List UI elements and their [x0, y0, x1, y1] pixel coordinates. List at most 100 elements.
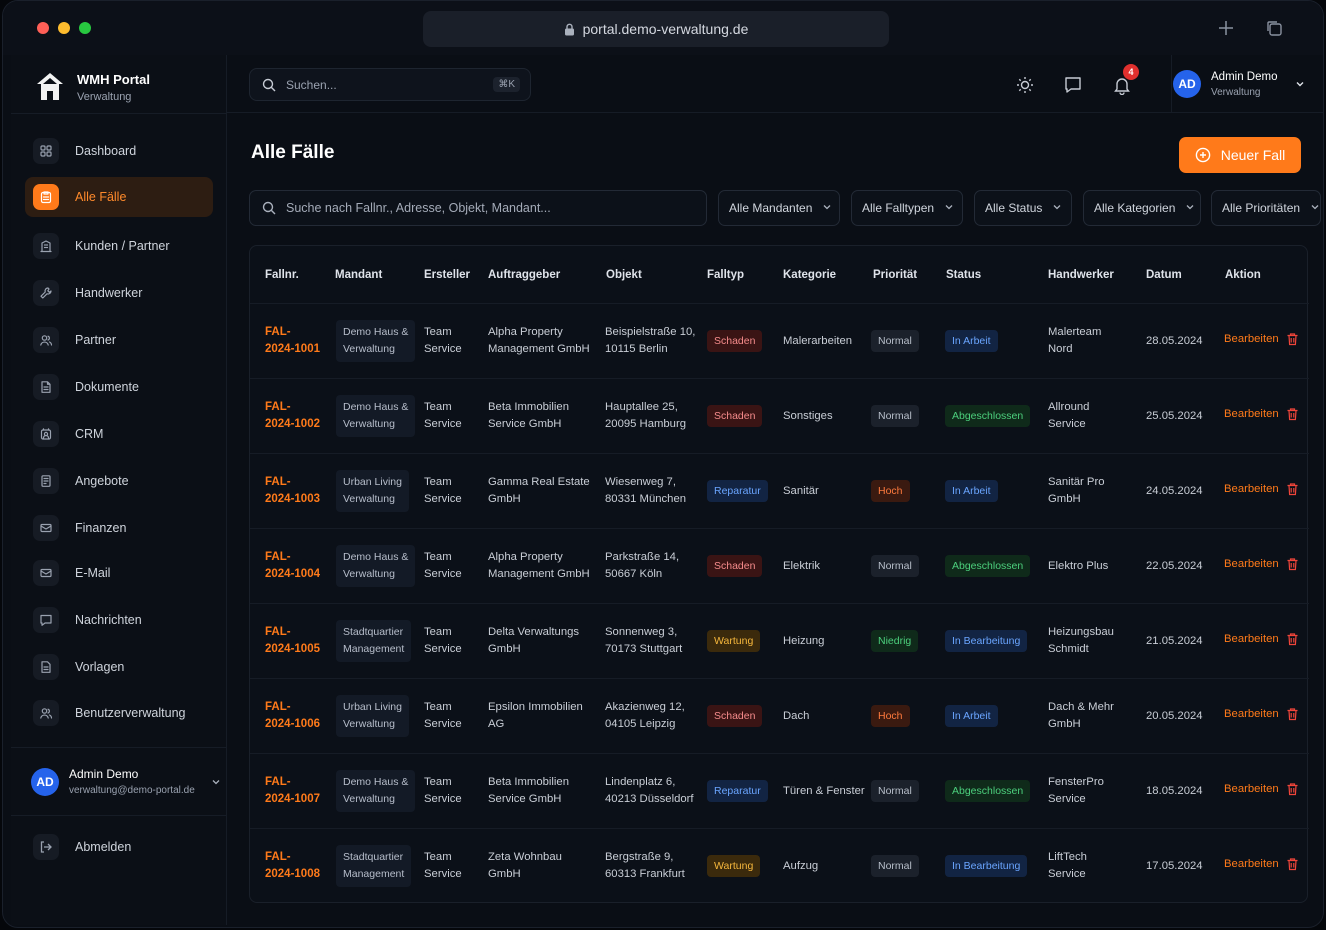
- sidebar-item-11[interactable]: Nachrichten: [25, 600, 213, 640]
- case-search-input[interactable]: Suche nach Fallnr., Adresse, Objekt, Man…: [249, 190, 707, 226]
- client-line2: Service GmbH: [488, 793, 562, 805]
- global-search-input[interactable]: Suchen... ⌘K: [249, 68, 531, 101]
- sidebar-user-email: verwaltung@demo-portal.de: [69, 785, 195, 796]
- edit-link[interactable]: Bearbeiten: [1224, 858, 1279, 870]
- message-icon: [33, 607, 59, 633]
- lock-icon: [564, 23, 574, 35]
- craftsman-line2: GmbH: [1048, 718, 1081, 730]
- creator-line1: Team: [424, 701, 452, 713]
- category: Heizung: [783, 635, 825, 647]
- divider: [11, 113, 227, 114]
- table-row: FAL- 2024-1007 Demo Haus & Verwaltung Team Se…: [250, 753, 1309, 828]
- tabs-overview-icon[interactable]: [1265, 19, 1283, 37]
- filter-dropdown-4[interactable]: Alle Kategorien: [1083, 190, 1201, 226]
- filter-dropdown-5[interactable]: Alle Prioritäten: [1211, 190, 1321, 226]
- property-line1: Hauptallee 25,: [605, 401, 678, 413]
- theme-toggle-icon[interactable]: [1015, 75, 1035, 95]
- new-case-button[interactable]: Neuer Fall: [1179, 137, 1301, 173]
- creator-line1: Team: [424, 401, 452, 413]
- user-name: Admin Demo: [1211, 70, 1278, 83]
- maximize-window-button[interactable]: [79, 22, 91, 34]
- sidebar-item-7[interactable]: CRM: [25, 414, 213, 454]
- sidebar-item-label: Angebote: [75, 474, 129, 488]
- trash-icon[interactable]: [1286, 782, 1299, 796]
- user-menu[interactable]: AD Admin Demo Verwaltung: [1173, 70, 1305, 98]
- date: 22.05.2024: [1146, 560, 1203, 572]
- filter-dropdown-2[interactable]: Alle Falltypen: [851, 190, 963, 226]
- mandant-tag: Stadtquartier Management: [336, 845, 412, 887]
- trash-icon[interactable]: [1286, 857, 1299, 871]
- edit-link[interactable]: Bearbeiten: [1224, 408, 1279, 420]
- craftsman: Dach & Mehr GmbH: [1048, 699, 1114, 733]
- client-line2: AG: [488, 718, 505, 730]
- minimize-window-button[interactable]: [58, 22, 70, 34]
- plus-circle-icon: [1195, 147, 1211, 163]
- sidebar-user[interactable]: AD Admin Demo verwaltung@demo-portal.de: [31, 767, 221, 796]
- sidebar-item-2[interactable]: Alle Fälle: [25, 177, 213, 217]
- sidebar-item-8[interactable]: Angebote: [25, 461, 213, 501]
- mandant-tag: Demo Haus & Verwaltung: [336, 320, 416, 362]
- category: Türen & Fenster: [783, 785, 865, 797]
- trash-icon[interactable]: [1286, 482, 1299, 496]
- edit-link[interactable]: Bearbeiten: [1224, 783, 1279, 795]
- mandant-line1: Demo Haus &: [343, 551, 409, 563]
- trash-icon[interactable]: [1286, 707, 1299, 721]
- property-line1: Lindenplatz 6,: [605, 776, 676, 788]
- mandant-tag: Stadtquartier Management: [336, 620, 412, 662]
- search-placeholder: Suchen...: [286, 77, 337, 92]
- address-bar[interactable]: portal.demo-verwaltung.de: [423, 11, 889, 47]
- edit-link[interactable]: Bearbeiten: [1224, 558, 1279, 570]
- trash-icon[interactable]: [1286, 332, 1299, 346]
- sidebar-item-4[interactable]: Handwerker: [25, 273, 213, 313]
- sidebar-item-9[interactable]: Finanzen: [25, 508, 213, 548]
- mandant-line1: Urban Living: [343, 701, 402, 713]
- edit-link[interactable]: Bearbeiten: [1224, 483, 1279, 495]
- logout-icon: [33, 834, 59, 860]
- edit-link[interactable]: Bearbeiten: [1224, 708, 1279, 720]
- edit-link[interactable]: Bearbeiten: [1224, 333, 1279, 345]
- client: Gamma Real Estate GmbH: [488, 474, 590, 508]
- date: 24.05.2024: [1146, 485, 1203, 497]
- creator-line1: Team: [424, 776, 452, 788]
- case-type-badge: Schaden: [707, 330, 763, 352]
- building-icon: [33, 233, 59, 259]
- template-icon: [33, 654, 59, 680]
- filter-dropdown-3[interactable]: Alle Status: [974, 190, 1072, 226]
- chat-icon[interactable]: [1063, 75, 1083, 95]
- mandant-line1: Demo Haus &: [343, 776, 409, 788]
- sidebar-item-13[interactable]: Benutzerverwaltung: [25, 693, 213, 733]
- close-window-button[interactable]: [37, 22, 49, 34]
- property-line2: 40213 Düsseldorf: [605, 793, 694, 805]
- edit-link[interactable]: Bearbeiten: [1224, 633, 1279, 645]
- new-tab-icon[interactable]: [1217, 19, 1235, 37]
- priority-badge: Hoch: [871, 480, 910, 502]
- sidebar-item-1[interactable]: Dashboard: [25, 131, 213, 171]
- client: Alpha Property Management GmbH: [488, 324, 590, 358]
- sidebar-item-10[interactable]: E-Mail: [25, 553, 213, 593]
- client: Beta Immobilien Service GmbH: [488, 774, 569, 808]
- craftsman-line2: Service: [1048, 418, 1086, 430]
- trash-icon[interactable]: [1286, 407, 1299, 421]
- mandant-line1: Demo Haus &: [343, 401, 409, 413]
- trash-icon[interactable]: [1286, 632, 1299, 646]
- sidebar-item-5[interactable]: Partner: [25, 320, 213, 360]
- craftsman: Malerteam Nord: [1048, 324, 1101, 358]
- property: Sonnenweg 3, 70173 Stuttgart: [605, 624, 682, 658]
- chevron-down-icon[interactable]: [211, 777, 221, 787]
- trash-icon[interactable]: [1286, 557, 1299, 571]
- document-icon: [33, 374, 59, 400]
- case-number-line2: 2024-1003: [265, 493, 320, 505]
- property: Bergstraße 9, 60313 Frankfurt: [605, 849, 685, 883]
- case-number: FAL- 2024-1004: [265, 549, 320, 583]
- column-header: Priorität: [873, 269, 918, 281]
- brand[interactable]: WMH Portal Verwaltung: [35, 67, 150, 107]
- client-line1: Zeta Wohnbau: [488, 851, 562, 863]
- creator-line2: Service: [424, 493, 462, 505]
- bell-icon[interactable]: [1112, 75, 1132, 95]
- property-line2: 20095 Hamburg: [605, 418, 687, 430]
- sidebar-item-12[interactable]: Vorlagen: [25, 647, 213, 687]
- logout-button[interactable]: Abmelden: [25, 827, 213, 867]
- filter-dropdown-1[interactable]: Alle Mandanten: [718, 190, 840, 226]
- sidebar-item-6[interactable]: Dokumente: [25, 367, 213, 407]
- sidebar-item-3[interactable]: Kunden / Partner: [25, 226, 213, 266]
